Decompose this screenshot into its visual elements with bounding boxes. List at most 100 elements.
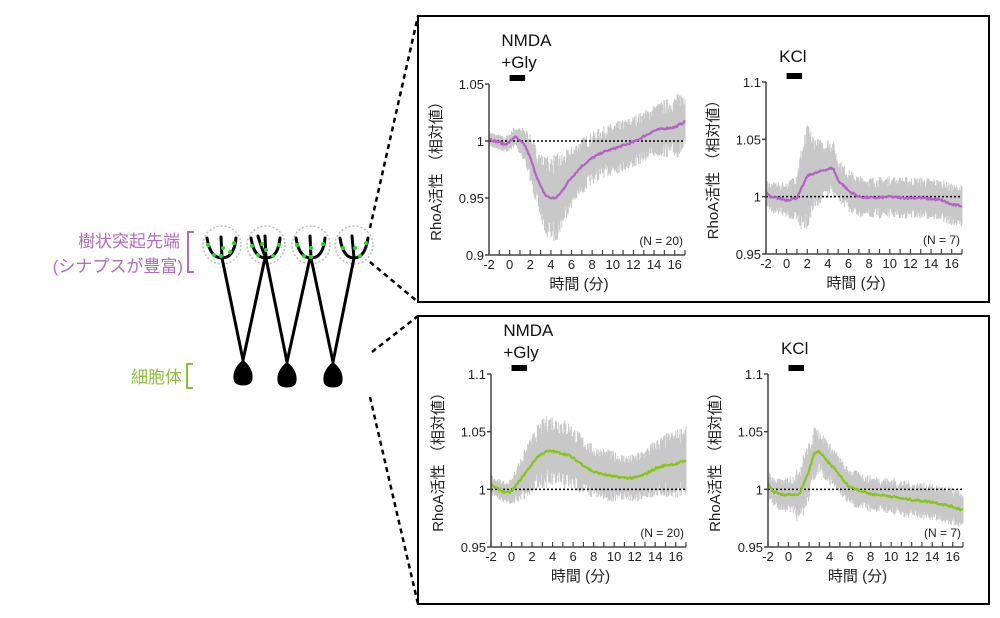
stimulus-label-line1: NMDA	[501, 31, 552, 50]
neuron-processes	[205, 234, 370, 364]
n-label: (N = 20)	[640, 526, 684, 540]
dendrite-tip-label-line2: (シナプスが豊富)	[53, 257, 183, 276]
dendrite-tip-circles	[202, 225, 374, 265]
x-axis-label: 時間 (分)	[549, 276, 608, 293]
x-tick-label: 6	[846, 549, 853, 564]
y-tick-label: 1.05	[459, 77, 484, 92]
x-tick-label: 0	[783, 256, 790, 271]
x-tick-label: 10	[883, 256, 897, 271]
x-tick-label: 8	[867, 549, 874, 564]
x-tick-label: 2	[527, 257, 534, 272]
stimulus-label-line2: +Gly	[501, 53, 537, 72]
y-tick-label: 0.95	[461, 540, 486, 555]
sem-band	[765, 125, 963, 230]
x-tick-label: 4	[824, 256, 831, 271]
sem-band-path	[765, 125, 963, 230]
x-tick-label: 14	[647, 257, 661, 272]
dendrite-tip-label-line1: 樹状突起先端	[78, 232, 180, 251]
x-tick-label: 2	[804, 256, 811, 271]
x-tick-label: 2	[528, 549, 535, 564]
x-tick-label: 12	[627, 549, 641, 564]
x-tick-label: 10	[607, 549, 621, 564]
x-axis-label: 時間 (分)	[551, 568, 610, 585]
x-tick-label: -2	[760, 256, 772, 271]
x-tick-label: 14	[924, 256, 938, 271]
x-tick-label: 14	[648, 549, 662, 564]
y-tick-label: 0.95	[459, 191, 484, 206]
x-tick-label: 6	[845, 256, 852, 271]
mean-trace	[488, 120, 686, 200]
x-tick-label: 16	[944, 256, 958, 271]
x-tick-label: 16	[946, 549, 960, 564]
x-tick-label: -2	[483, 257, 495, 272]
stimulus-bar	[511, 365, 527, 371]
stimulus-label-line1: KCl	[781, 339, 808, 358]
sem-band	[488, 93, 686, 241]
sem-band	[767, 427, 964, 527]
x-tick-label: -2	[762, 549, 774, 564]
stimulus-label-line2: +Gly	[503, 343, 539, 362]
y-axis-label: RhoA活性 （相対値）	[430, 385, 447, 532]
y-axis-label: RhoA活性 （相対値）	[705, 93, 722, 240]
y-tick-label: 1.1	[745, 367, 763, 382]
y-tick-label: 0.95	[738, 540, 763, 555]
x-tick-label: 16	[667, 257, 681, 272]
x-tick-label: 0	[508, 549, 515, 564]
x-tick-label: 4	[549, 549, 556, 564]
x-tick-label: 12	[903, 256, 917, 271]
y-tick-label: 0.9	[466, 248, 484, 263]
soma	[277, 362, 297, 388]
x-tick-label: 4	[826, 549, 833, 564]
chart-soma-kcl: 0.95 1 1.05 1.1 -2 0 2 4 6 8 10 12 14 16 時間 (分) RhoA活性 …	[707, 339, 964, 585]
x-tick-label: 16	[669, 549, 683, 564]
x-tick-label: 14	[925, 549, 939, 564]
stimulus-label-line1: KCl	[779, 47, 806, 66]
y-tick-label: 0.95	[736, 247, 761, 262]
soma-label: 細胞体	[131, 368, 182, 387]
dendrite-panel-frame	[417, 15, 990, 303]
y-axis-label: RhoA活性 （相対値）	[428, 94, 445, 241]
sem-band	[490, 415, 687, 504]
x-tick-label: 6	[569, 549, 576, 564]
soma-bracket	[186, 363, 193, 389]
n-label: (N = 7)	[923, 233, 960, 247]
stimulus-bar	[786, 73, 803, 79]
chart-dendrite-kcl: 0.95 1 1.05 1.1 -2 0 2 4 6 8 10 12 14 16 時間 (分) RhoA活性 …	[705, 47, 963, 292]
x-tick-label: 12	[904, 549, 918, 564]
sem-band-path	[488, 93, 686, 241]
somata	[233, 360, 343, 388]
x-tick-label: 2	[805, 549, 812, 564]
synapse-dots	[206, 241, 368, 259]
soma-panel-frame	[417, 315, 990, 605]
zoom-guide-lines	[368, 15, 420, 605]
soma	[323, 362, 343, 388]
x-tick-label: 6	[568, 257, 575, 272]
y-tick-label: 1	[479, 482, 486, 497]
mean-trace	[765, 166, 963, 208]
x-tick-label: 8	[589, 257, 596, 272]
x-axis-label: 時間 (分)	[828, 568, 887, 585]
mean-trace	[767, 449, 964, 512]
x-tick-label: 8	[866, 256, 873, 271]
x-tick-label: 10	[606, 257, 620, 272]
n-label: (N = 20)	[639, 234, 683, 248]
soma	[233, 360, 253, 386]
dendrite-bracket	[187, 231, 194, 273]
x-tick-label: 10	[884, 549, 898, 564]
sem-band-path	[490, 415, 687, 504]
y-tick-label: 1.05	[461, 425, 486, 440]
x-tick-label: -2	[485, 549, 497, 564]
y-axis-label: RhoA活性 （相対値）	[707, 385, 724, 532]
y-tick-label: 1	[477, 134, 484, 149]
x-tick-label: 0	[785, 549, 792, 564]
sem-band-path	[767, 427, 964, 527]
y-tick-label: 1	[756, 482, 763, 497]
x-tick-label: 12	[626, 257, 640, 272]
stimulus-label-line1: NMDA	[503, 321, 554, 340]
neuron-schematic: 樹状突起先端 (シナプスが豊富) 細胞体	[53, 15, 420, 605]
y-tick-label: 1.05	[736, 132, 761, 147]
x-axis-label: 時間 (分)	[826, 275, 885, 292]
stimulus-bar	[509, 75, 526, 81]
n-label: (N = 7)	[924, 526, 961, 540]
